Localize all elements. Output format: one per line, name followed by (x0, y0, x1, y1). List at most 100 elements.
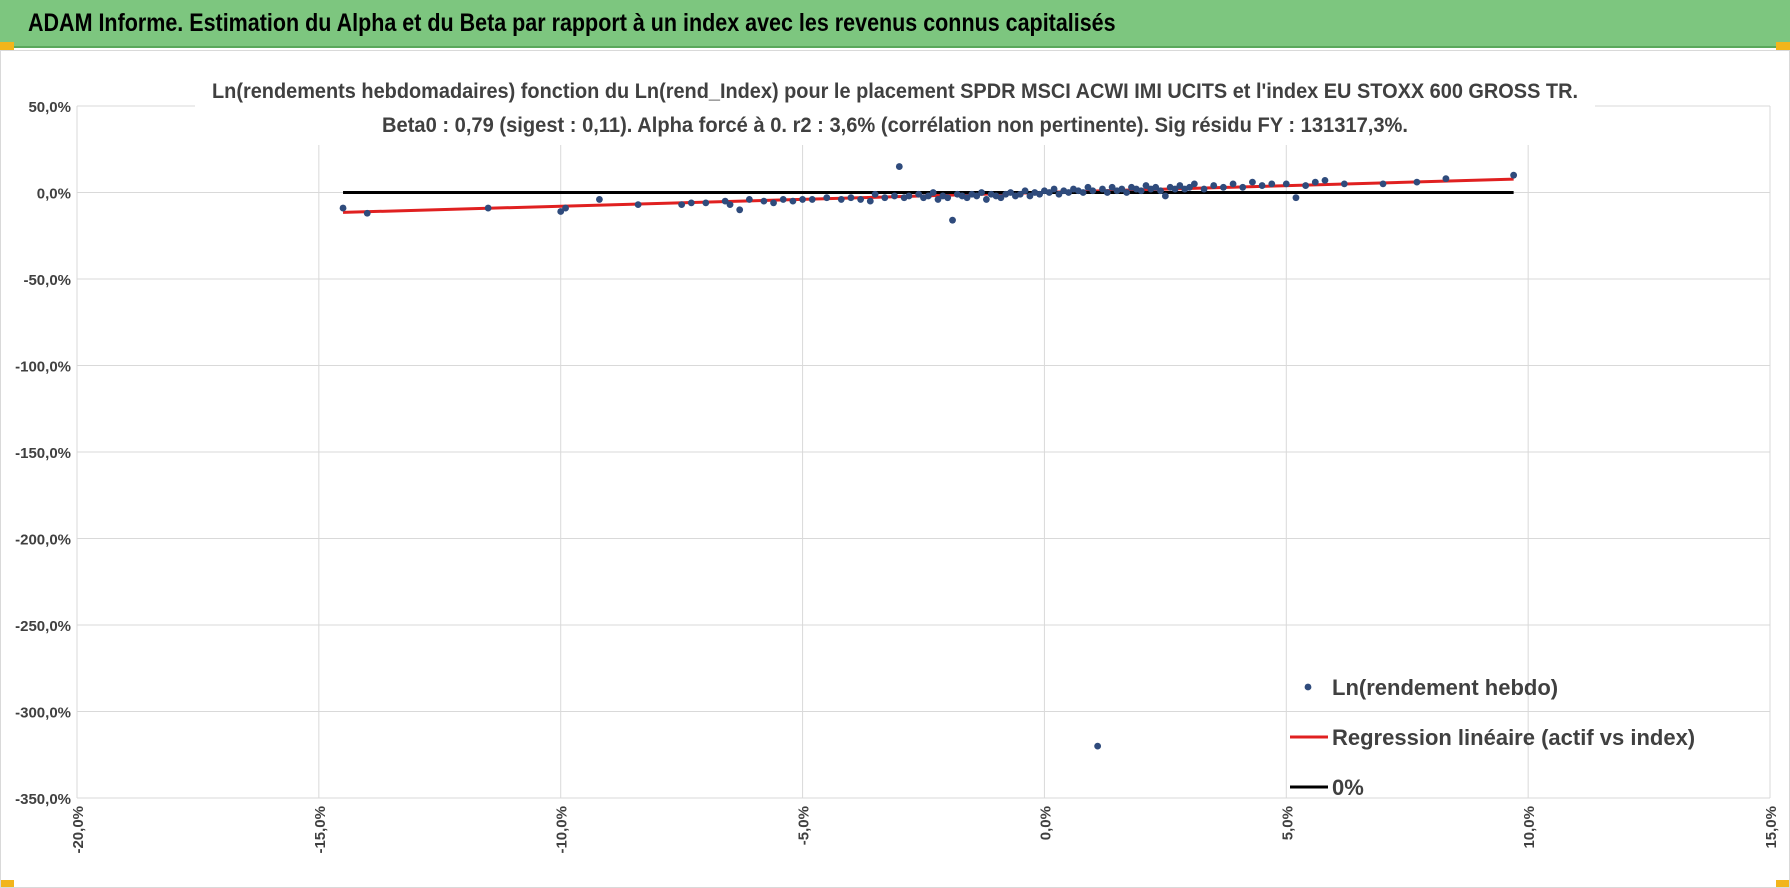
data-point (1176, 182, 1184, 189)
data-point (562, 204, 569, 212)
data-point (1026, 192, 1034, 200)
series (339, 163, 1518, 750)
data-point (678, 201, 686, 209)
y-tick-label: -100,0% (15, 359, 71, 376)
top-left-corner-marker (0, 42, 14, 50)
y-tick-label: -350,0% (15, 791, 71, 808)
data-point (973, 192, 981, 200)
data-point (779, 196, 787, 203)
data-point (1442, 175, 1450, 183)
data-point (1340, 180, 1348, 188)
data-point (1045, 189, 1053, 196)
data-point (1161, 192, 1169, 200)
data-point (866, 197, 874, 205)
data-point (997, 194, 1005, 202)
y-tick-label: -300,0% (15, 705, 71, 722)
data-point (808, 196, 816, 203)
data-point (1413, 178, 1421, 186)
data-point (702, 199, 710, 207)
data-point (1268, 180, 1276, 188)
data-point (770, 199, 777, 207)
data-point (634, 201, 642, 209)
data-point (1292, 194, 1300, 202)
data-point (484, 204, 492, 212)
data-point (881, 194, 889, 202)
data-point (1103, 189, 1111, 196)
chart-title-line-1: Ln(rendements hebdomadaires) fonction du… (212, 80, 1578, 103)
x-tick-label: -10,0% (554, 806, 571, 854)
data-point (982, 196, 990, 203)
data-point (557, 208, 565, 215)
data-point (1108, 183, 1116, 191)
data-point (1065, 189, 1073, 196)
y-tick-label: -250,0% (15, 618, 71, 635)
axes: 50,0% 0,0% -50,0% -100,0% -150,0% -200,0% -250… (15, 99, 1780, 854)
x-tick-label: -5,0% (796, 806, 813, 845)
data-point (871, 190, 879, 198)
data-point (1157, 187, 1164, 195)
data-point (1089, 187, 1097, 195)
data-point (1142, 182, 1150, 189)
data-point (363, 209, 371, 217)
data-point (929, 189, 937, 196)
data-point (1302, 182, 1310, 189)
data-point (837, 196, 845, 203)
legend: Ln(rendement hebdo) Regression linéaire (… (1290, 675, 1695, 800)
data-point (1036, 190, 1043, 198)
data-point (1239, 183, 1247, 191)
x-tick-label: 0,0% (1037, 806, 1054, 840)
legend-label: 0% (1332, 775, 1364, 800)
data-point (857, 196, 865, 203)
data-point (895, 163, 903, 170)
data-point (978, 189, 985, 196)
y-tick-label: 50,0% (28, 99, 71, 116)
bottom-right-corner-marker (1776, 880, 1790, 888)
data-point (963, 194, 971, 202)
legend-marker-scatter (1304, 683, 1312, 691)
data-point (934, 196, 942, 203)
top-right-corner-marker (1776, 42, 1790, 50)
data-point (721, 197, 729, 205)
y-tick-label: 0,0% (37, 186, 71, 203)
data-point (944, 194, 952, 202)
data-point (687, 199, 695, 207)
x-tick-label: -15,0% (312, 806, 329, 854)
y-tick-label: -50,0% (23, 272, 71, 289)
y-tick-label: -150,0% (15, 445, 71, 462)
data-point (1055, 190, 1063, 198)
data-point (823, 194, 831, 202)
x-tick-label: -20,0% (70, 806, 87, 854)
data-point (339, 204, 347, 212)
data-point (1220, 183, 1227, 191)
x-tick-label: 15,0% (1763, 806, 1780, 849)
data-point (736, 206, 744, 214)
data-point (1007, 189, 1014, 196)
data-point (1210, 182, 1218, 189)
data-point (745, 196, 753, 203)
x-tick-label: 10,0% (1521, 806, 1538, 849)
data-point (949, 216, 956, 224)
legend-label: Ln(rendement hebdo) (1332, 675, 1558, 700)
data-point (847, 194, 855, 202)
data-point (1152, 183, 1160, 191)
data-point (1094, 742, 1102, 750)
data-point (1258, 182, 1266, 189)
x-tick-label: 5,0% (1279, 806, 1296, 840)
data-point (1016, 190, 1024, 198)
data-point (1379, 180, 1387, 188)
data-point (1050, 185, 1058, 193)
chart-title-group: Ln(rendements hebdomadaires) fonction du… (195, 73, 1595, 145)
y-tick-label: -200,0% (15, 532, 71, 549)
data-point (1084, 183, 1092, 191)
data-point (1311, 178, 1319, 186)
data-point (799, 196, 806, 203)
data-point (1510, 171, 1518, 179)
data-point (1099, 185, 1106, 193)
bottom-left-corner-marker (0, 880, 14, 888)
data-point (1171, 185, 1179, 193)
data-point (1249, 178, 1256, 186)
data-point (596, 196, 603, 203)
data-point (1123, 189, 1131, 196)
data-point (1021, 187, 1029, 195)
